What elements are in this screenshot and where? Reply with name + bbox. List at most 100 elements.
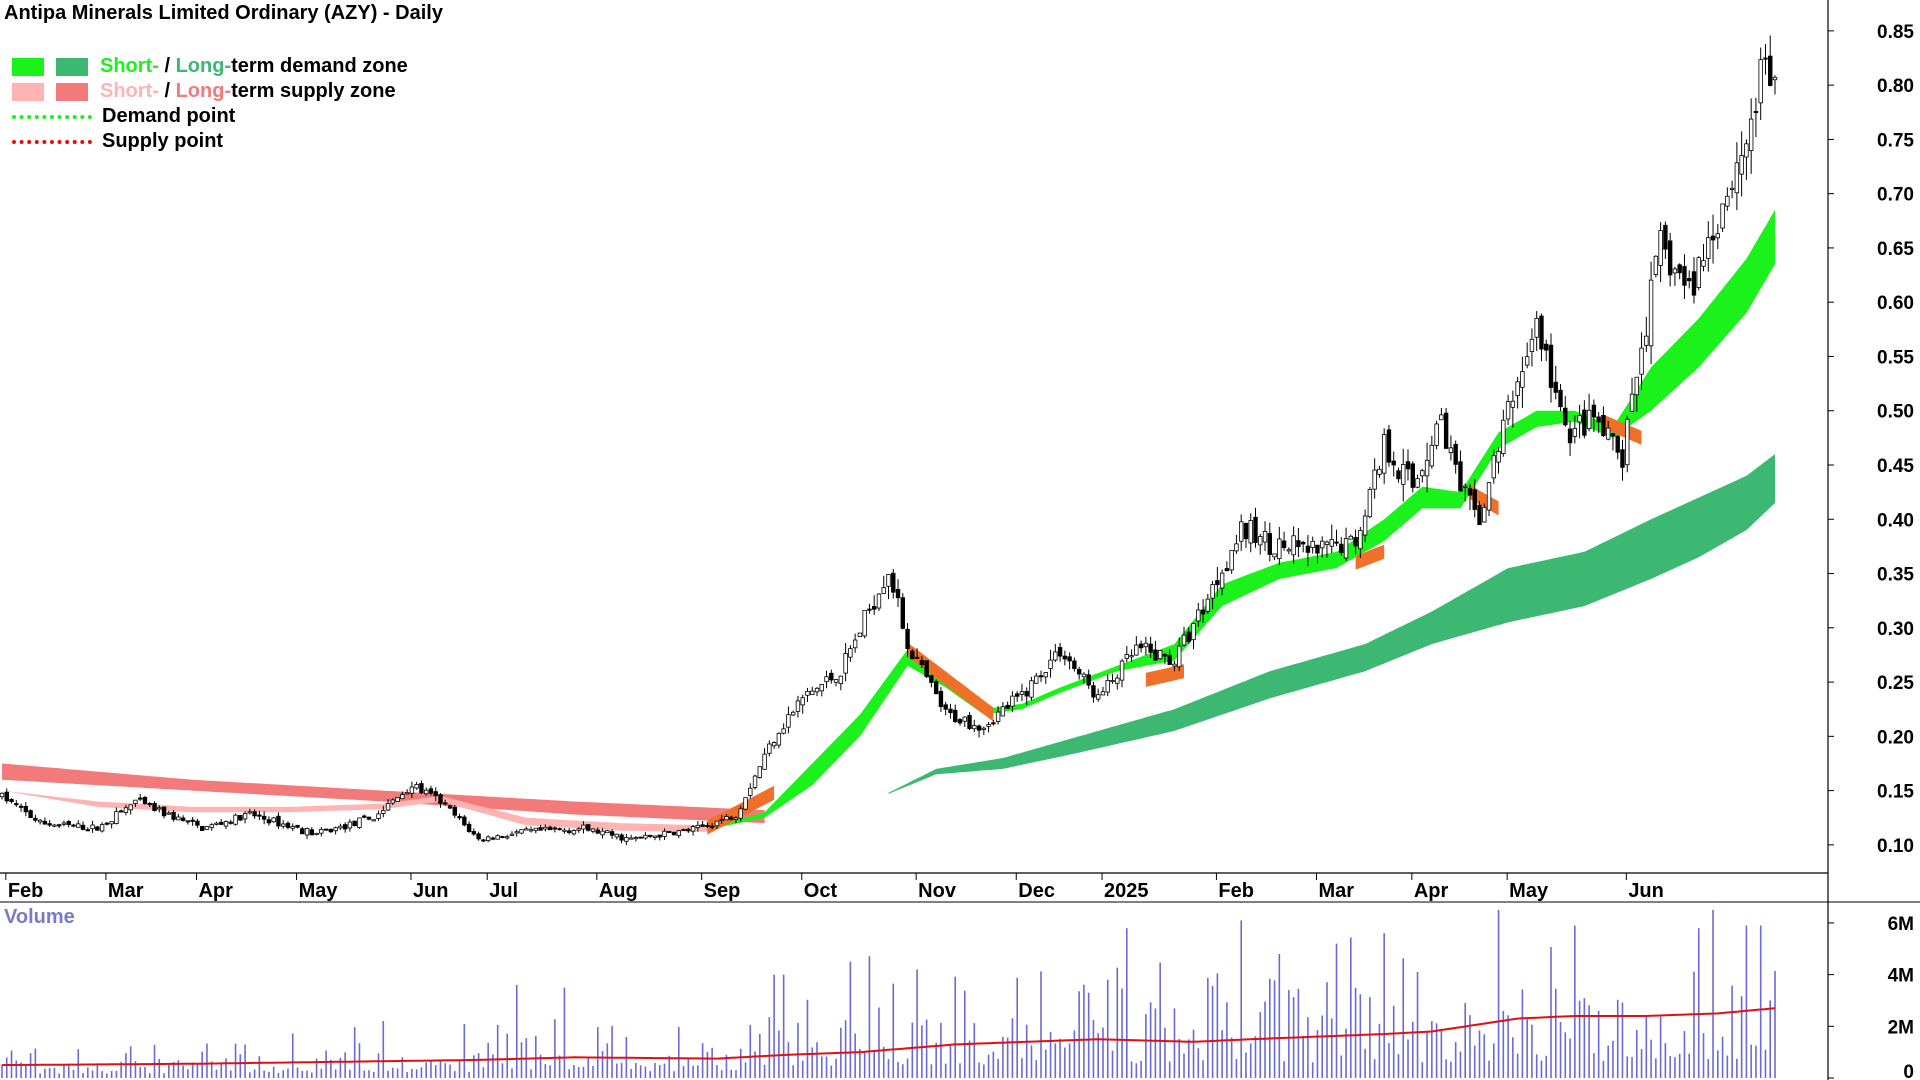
candle — [47, 820, 52, 828]
candle — [1162, 653, 1168, 665]
legend-supply-point: Supply point — [12, 129, 408, 154]
price-tick-label: 0.65 — [1877, 239, 1914, 260]
candle — [1691, 257, 1697, 304]
candle — [1296, 528, 1301, 558]
candle-body — [1415, 478, 1420, 488]
candle — [471, 828, 477, 836]
candle-body — [1677, 264, 1682, 274]
candle — [342, 822, 348, 833]
candle — [819, 684, 824, 697]
short-supply-swatch — [12, 82, 44, 101]
candle — [514, 829, 519, 837]
candle-body — [1186, 631, 1191, 642]
candle-body — [1629, 393, 1635, 412]
candle-body — [4, 791, 9, 802]
candle — [371, 819, 376, 822]
candle-body — [1281, 540, 1287, 548]
candle-body — [1439, 414, 1444, 421]
candle-body — [1253, 516, 1258, 543]
candle — [781, 723, 786, 735]
price-tick-label: 0.75 — [1877, 130, 1914, 151]
candle — [142, 795, 148, 805]
candle-body — [238, 814, 243, 821]
price-tick-label: 0.35 — [1877, 565, 1914, 586]
candle — [138, 793, 143, 802]
candle-body — [128, 804, 133, 811]
candle — [748, 783, 753, 799]
candle-body — [204, 826, 210, 830]
candle — [257, 810, 262, 821]
date-label: Apr — [1414, 880, 1449, 902]
candle-body — [61, 822, 67, 825]
candle-body — [953, 709, 958, 723]
candle-body — [1615, 435, 1620, 453]
long-supply-zone — [2, 763, 765, 824]
candle-body — [1582, 409, 1587, 436]
candle — [752, 774, 758, 790]
candle-body — [938, 690, 944, 708]
candle-body — [1138, 643, 1144, 649]
candle-body — [1539, 315, 1544, 350]
candle — [1663, 221, 1668, 259]
candles — [0, 35, 1778, 846]
date-label: Feb — [1218, 880, 1254, 902]
candle-body — [1353, 537, 1358, 547]
candle-body — [872, 606, 877, 610]
candle — [290, 823, 295, 832]
candle — [1720, 203, 1725, 233]
candle — [1167, 649, 1172, 665]
candle — [962, 716, 967, 727]
candle-body — [1000, 706, 1006, 717]
candle-body — [1772, 76, 1778, 81]
candle-body — [976, 725, 982, 731]
candle-body — [1100, 691, 1106, 696]
candle-body — [1734, 162, 1740, 194]
candle-body — [371, 819, 376, 822]
candle — [1658, 222, 1663, 283]
candle — [709, 822, 715, 830]
candle-body — [919, 659, 925, 665]
candle — [829, 669, 834, 684]
candle — [1667, 232, 1673, 287]
candle-body — [495, 835, 500, 840]
candle — [1048, 649, 1053, 678]
long-demand-zone — [888, 454, 1775, 794]
candle — [128, 804, 133, 815]
candle-body — [1706, 237, 1711, 259]
candle — [238, 814, 243, 821]
candle — [1558, 383, 1563, 412]
candle — [223, 820, 229, 830]
candle — [1286, 547, 1292, 555]
candle — [581, 821, 586, 834]
candle-body — [833, 679, 839, 683]
candle-body — [1134, 644, 1139, 656]
date-label: Jun — [413, 880, 449, 902]
candle-body — [1248, 520, 1253, 544]
candle-body — [490, 837, 496, 840]
candle-body — [1748, 118, 1754, 151]
candle — [281, 820, 286, 829]
candle-body — [1348, 535, 1354, 540]
candle-body — [514, 831, 519, 834]
candle-body — [56, 824, 62, 827]
candle — [953, 704, 958, 724]
candle — [276, 812, 281, 829]
candle-body — [972, 725, 977, 730]
candle — [1105, 674, 1110, 697]
legend-short-supply-label: Short- — [100, 80, 159, 102]
candle — [876, 593, 882, 612]
candle — [1553, 365, 1558, 400]
candle — [123, 804, 129, 816]
candle — [810, 686, 815, 696]
candle — [957, 718, 963, 726]
candle-body — [1410, 463, 1415, 488]
candle-body — [1277, 538, 1282, 560]
candle — [566, 828, 572, 835]
legend-short-label: Short- — [100, 55, 159, 77]
candle-body — [547, 826, 553, 831]
candle-body — [795, 700, 801, 712]
candle — [366, 816, 372, 821]
candle — [242, 811, 248, 824]
candle-body — [1019, 691, 1025, 695]
candle-body — [1610, 433, 1616, 437]
